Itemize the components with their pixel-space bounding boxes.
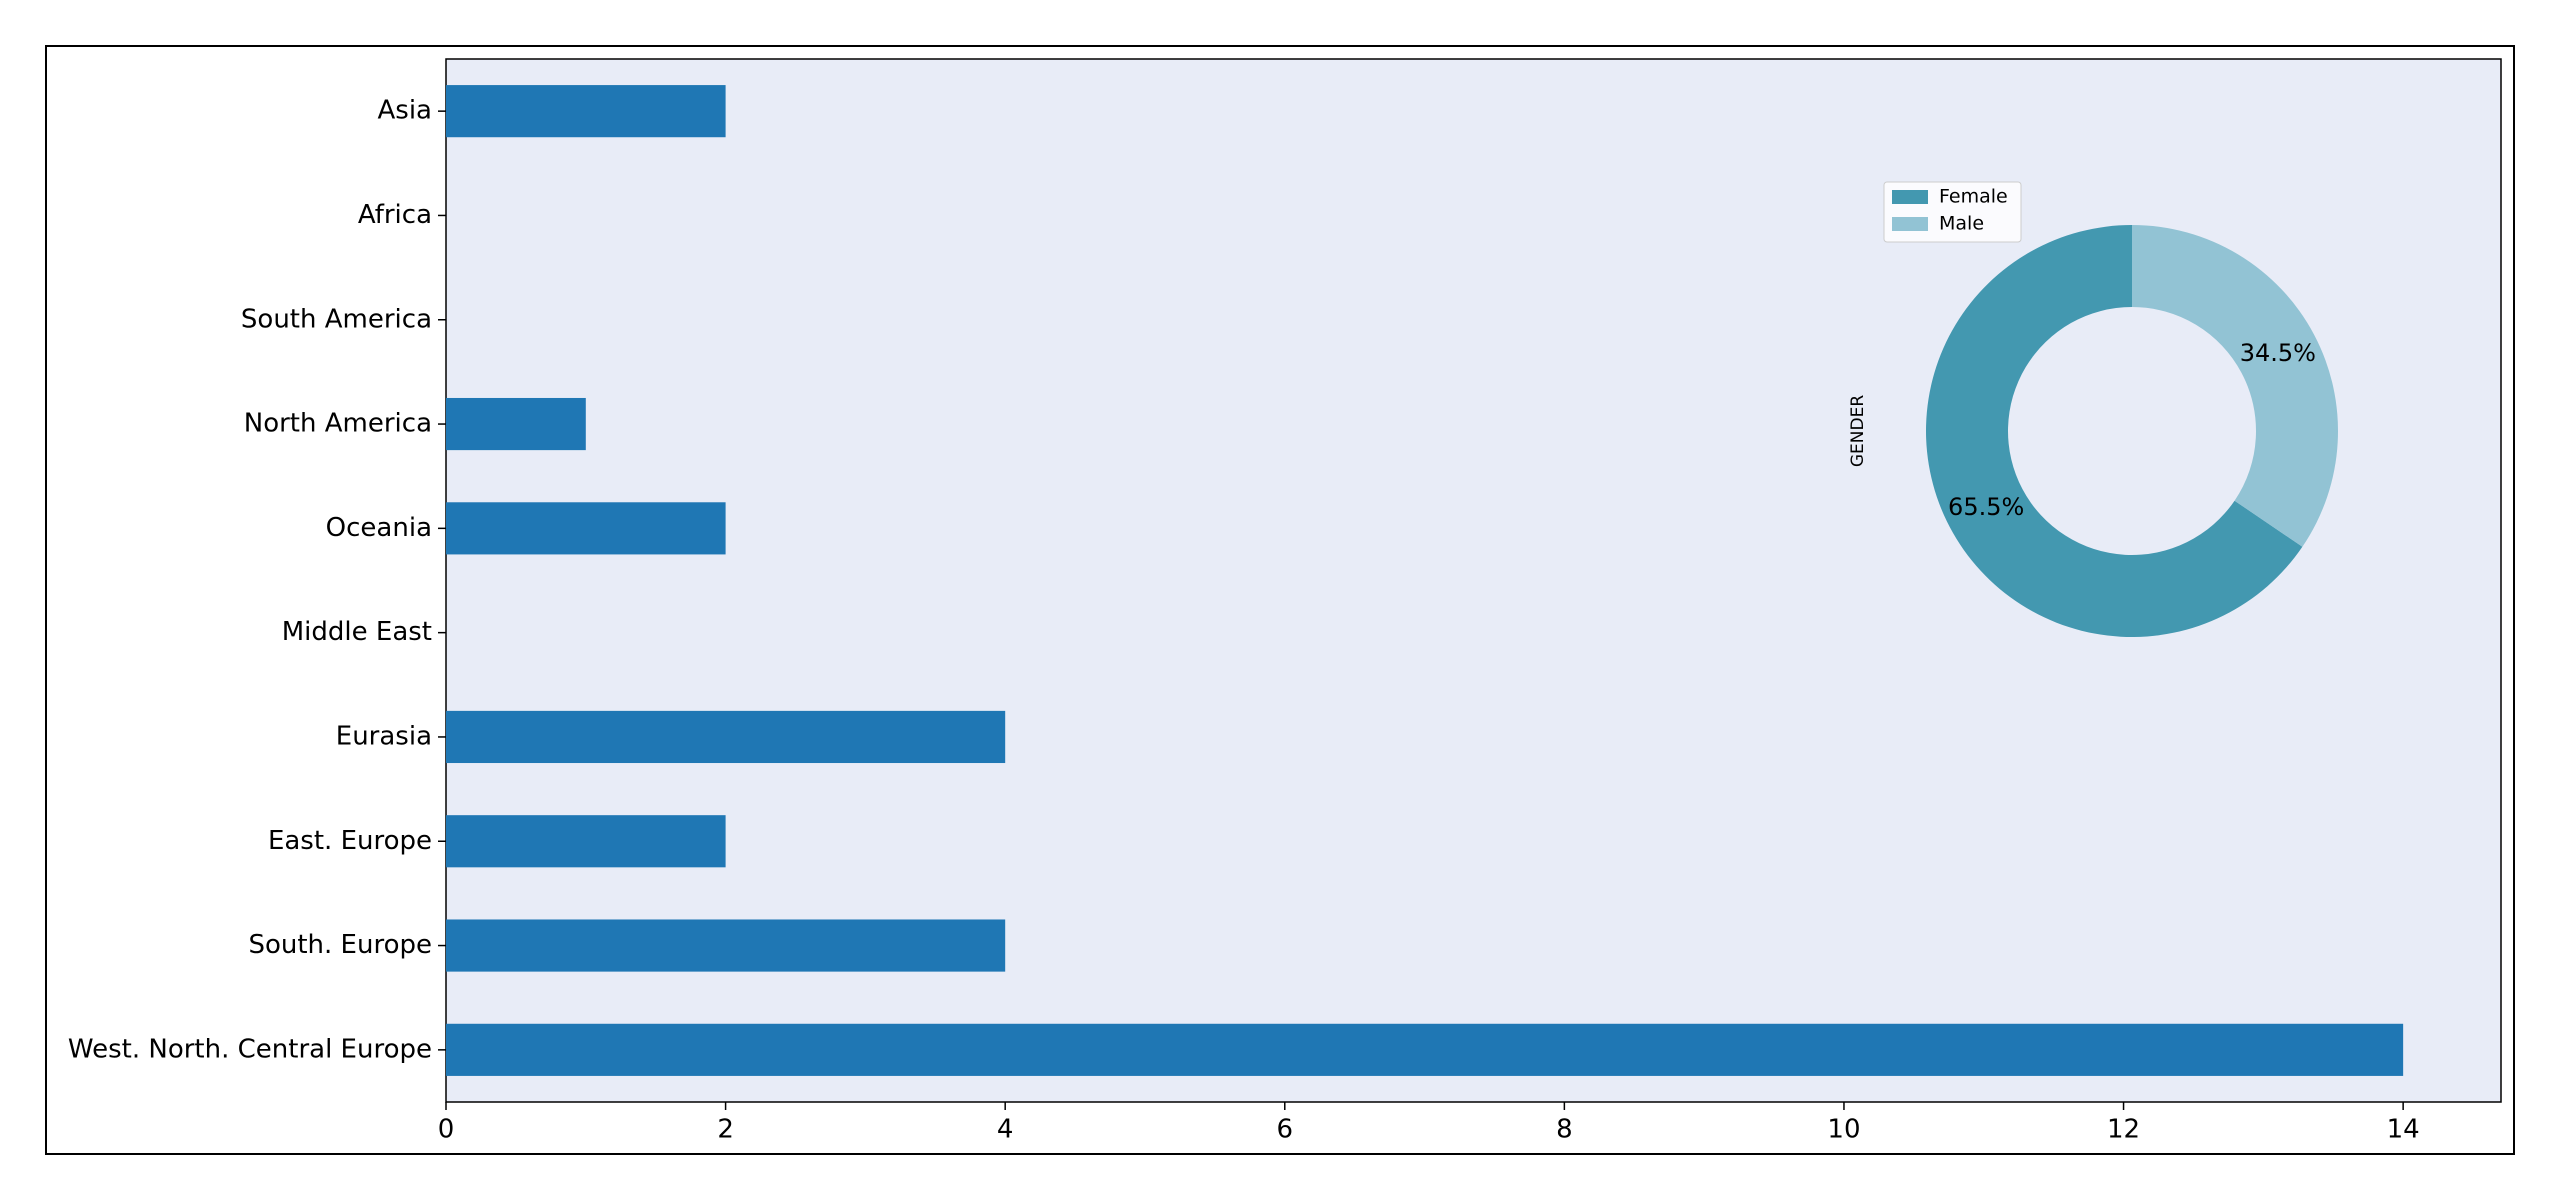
y-tick-label: North America [244,409,432,439]
x-tick-label: 6 [1277,1115,1294,1145]
y-tick-label: Oceania [326,513,432,543]
legend-swatch [1892,190,1928,204]
y-tick-label: West. North. Central Europe [68,1034,432,1064]
y-tick-label: South. Europe [248,930,432,960]
bar [446,397,586,451]
legend-swatch [1892,217,1928,231]
y-tick-label: South America [241,304,432,334]
x-tick-label: 4 [997,1115,1014,1145]
legend-label: Male [1939,213,1984,235]
bar [446,710,1006,764]
x-tick-label: 12 [2107,1115,2140,1145]
x-tick-label: 8 [1556,1115,1573,1145]
bar [446,502,726,555]
y-tick-label: Asia [378,96,433,126]
legend-label: Female [1939,186,2008,208]
bar [446,919,1006,972]
slice-label: 65.5% [1948,493,2024,521]
donut-ylabel: GENDER [1848,395,1868,467]
x-tick-label: 10 [1827,1115,1860,1145]
slice-label: 34.5% [2240,339,2316,367]
donut-slice [2132,225,2339,547]
y-tick-label: East. Europe [268,826,432,856]
bar [446,815,726,868]
y-tick-label: Middle East [282,617,432,647]
donut-slice [1926,225,2303,637]
y-tick-label: Africa [358,200,432,230]
bar [446,85,726,138]
y-tick-label: Eurasia [336,721,432,751]
x-tick-label: 0 [438,1115,455,1145]
bar [446,1023,2404,1076]
x-tick-label: 2 [717,1115,734,1145]
x-tick-label: 14 [2387,1115,2420,1145]
